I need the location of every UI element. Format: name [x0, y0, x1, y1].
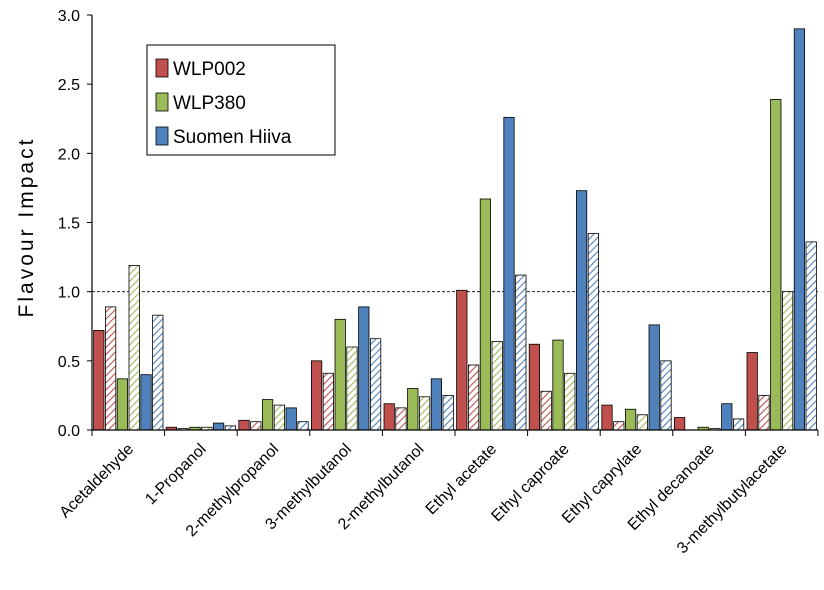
bar-wlp380-2 [261, 399, 274, 431]
bars-layer [93, 28, 817, 431]
bar-suomen-hiiva-3 [358, 306, 370, 431]
bar-series-5-1 [224, 425, 236, 431]
legend-label: WLP380 [173, 93, 246, 114]
bar-series-5-0 [152, 314, 164, 431]
bar-series-3-3 [346, 346, 358, 431]
legend-swatch-wlp002 [155, 58, 169, 78]
bar-series-1-2 [250, 421, 262, 431]
bar-wlp002-6 [528, 343, 541, 431]
bar-series-3-6 [564, 372, 576, 431]
legend-swatch-wlp380 [155, 92, 169, 112]
bar-wlp002-9 [746, 352, 758, 431]
x-category-labels: Acetaldehyde 1-Propanol2-methylpropanol3-… [57, 441, 791, 557]
bar-series-1-4 [395, 407, 407, 431]
bar-series-3-0 [128, 264, 140, 431]
bar-suomen-hiiva-4 [430, 378, 443, 431]
bar-suomen-hiiva-1 [212, 422, 225, 431]
category-label: Acetaldehyde [57, 441, 138, 522]
bar-series-3-2 [273, 404, 286, 431]
bar-series-3-4 [418, 396, 431, 431]
y-tick-label: 3.0 [58, 8, 80, 25]
bar-series-5-9 [805, 241, 817, 431]
bar-series-5-4 [442, 395, 454, 431]
bar-series-5-5 [515, 274, 527, 431]
bar-series-5-7 [660, 360, 672, 431]
bar-series-5-2 [297, 421, 309, 431]
bar-series-5-6 [587, 233, 600, 431]
bar-series-5-3 [369, 338, 382, 431]
y-tick-label: 1.5 [58, 216, 80, 233]
legend-label: WLP002 [173, 59, 246, 80]
bar-series-1-9 [758, 395, 770, 431]
legend-swatch-suomen-hiiva [155, 126, 169, 146]
bar-series-5-8 [733, 418, 745, 431]
bar-suomen-hiiva-6 [576, 190, 588, 431]
y-axis-label: Flavour Impact [15, 137, 38, 318]
bar-suomen-hiiva-2 [285, 407, 297, 431]
bar-wlp380-0 [116, 378, 128, 431]
bar-wlp002-7 [601, 404, 613, 431]
y-tick-label: 1.0 [58, 285, 80, 302]
bar-series-1-3 [322, 372, 335, 431]
bar-wlp380-4 [407, 388, 419, 431]
bar-series-3-5 [491, 341, 503, 431]
bar-wlp002-2 [238, 419, 250, 431]
bar-series-1-6 [540, 390, 552, 431]
bar-wlp380-6 [552, 339, 564, 431]
bar-series-1-5 [467, 364, 480, 431]
bar-series-3-9 [782, 291, 794, 431]
legend-label: Suomen Hiiva [173, 127, 292, 148]
bar-wlp380-7 [625, 408, 637, 431]
bar-suomen-hiiva-5 [503, 116, 515, 431]
bar-series-3-7 [636, 414, 649, 431]
category-label: Ethyl acetate [423, 441, 501, 518]
bar-wlp380-3 [334, 318, 346, 431]
bar-series-1-7 [613, 421, 625, 431]
bar-wlp002-4 [383, 403, 395, 431]
y-tick-labels: 0.0 0.5 1.0 1.5 2.0 2.5 3.0 [58, 8, 80, 440]
legend: WLP002 WLP380 Suomen Hiiva [146, 44, 336, 156]
bar-suomen-hiiva-9 [793, 28, 806, 431]
y-tick-label: 0.5 [58, 354, 80, 371]
bar-wlp380-5 [479, 198, 492, 431]
y-tick-label: 2.0 [58, 146, 80, 163]
category-label: 1-Propanol [142, 441, 209, 508]
bar-series-1-0 [105, 306, 117, 431]
y-tick-label: 0.0 [58, 423, 80, 440]
legend-box [146, 44, 336, 156]
bar-wlp380-9 [770, 98, 782, 431]
bar-wlp002-0 [93, 329, 105, 431]
bar-wlp002-8 [674, 417, 686, 431]
category-label: Ethyl caproate [488, 441, 572, 525]
axis-layer [87, 14, 819, 436]
bar-suomen-hiiva-8 [721, 403, 733, 431]
bar-wlp002-5 [456, 289, 468, 431]
y-tick-label: 2.5 [58, 77, 80, 94]
bar-suomen-hiiva-7 [648, 324, 660, 431]
bar-suomen-hiiva-0 [140, 374, 152, 431]
bar-wlp002-3 [310, 360, 323, 431]
